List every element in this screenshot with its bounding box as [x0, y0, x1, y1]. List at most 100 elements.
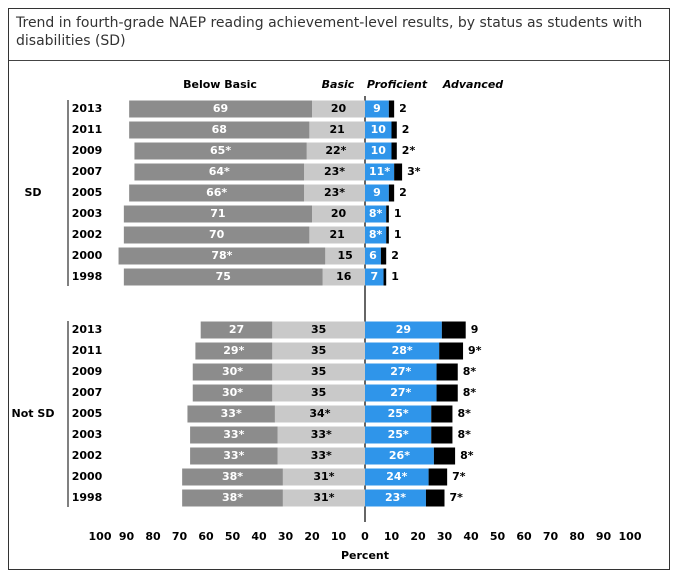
- bar-below-basic: [123, 205, 312, 223]
- value-label: 78*: [211, 249, 232, 262]
- bar-advanced: [428, 468, 448, 486]
- year-label: 1998: [72, 491, 103, 504]
- value-label: 21: [330, 123, 345, 136]
- bar-basic: [304, 163, 365, 181]
- value-label: 9: [373, 102, 381, 115]
- x-tick-label: 90: [119, 530, 135, 543]
- bar-below-basic: [134, 142, 307, 160]
- series-header: Basic: [322, 78, 355, 91]
- value-label: 15: [337, 249, 352, 262]
- value-label: 9: [373, 186, 381, 199]
- value-label: 33*: [311, 449, 332, 462]
- value-label: 7*: [450, 491, 464, 504]
- x-tick-label: 10: [384, 530, 400, 543]
- year-label: 2000: [72, 470, 103, 483]
- bar-advanced: [436, 363, 458, 381]
- value-label: 29: [396, 323, 411, 336]
- bar-basic: [309, 121, 365, 139]
- value-label: 8*: [457, 428, 471, 441]
- x-tick-label: 80: [145, 530, 161, 543]
- value-label: 29*: [223, 344, 244, 357]
- x-tick-label: 10: [331, 530, 347, 543]
- value-label: 38*: [222, 470, 243, 483]
- value-label: 7*: [452, 470, 466, 483]
- chart-title: Trend in fourth-grade NAEP reading achie…: [16, 15, 643, 49]
- year-label: 2005: [72, 407, 103, 420]
- year-label: 2013: [72, 323, 103, 336]
- bar-below-basic: [190, 426, 278, 444]
- value-label: 2: [399, 102, 407, 115]
- bar-proficient: [365, 489, 426, 507]
- value-label: 11*: [369, 165, 390, 178]
- group-label: Not SD: [12, 407, 55, 420]
- bar-below-basic: [192, 384, 273, 402]
- value-label: 70: [209, 228, 225, 241]
- bar-proficient: [365, 342, 440, 360]
- bar-proficient: [365, 268, 384, 286]
- bar-advanced: [388, 184, 395, 202]
- value-label: 31*: [313, 491, 334, 504]
- value-label: 27*: [390, 386, 411, 399]
- x-tick-label: 0: [361, 530, 369, 543]
- bar-below-basic: [195, 342, 273, 360]
- bar-below-basic: [129, 100, 312, 118]
- value-label: 2: [402, 123, 410, 136]
- bar-basic: [312, 205, 365, 223]
- x-tick-label: 30: [437, 530, 453, 543]
- bar-basic: [304, 184, 365, 202]
- value-label: 2: [399, 186, 407, 199]
- value-label: 9: [471, 323, 479, 336]
- bar-below-basic: [182, 468, 283, 486]
- bar-advanced: [383, 268, 387, 286]
- value-label: 64*: [209, 165, 230, 178]
- bar-advanced: [433, 447, 456, 465]
- value-label: 66*: [206, 186, 227, 199]
- bar-advanced: [431, 426, 453, 444]
- bar-proficient: [365, 184, 389, 202]
- year-label: 2003: [72, 207, 103, 220]
- title-rule: [9, 60, 669, 61]
- bar-below-basic: [129, 184, 305, 202]
- bar-proficient: [365, 142, 392, 160]
- value-label: 6: [369, 249, 377, 262]
- value-label: 34*: [309, 407, 330, 420]
- bar-basic: [274, 405, 365, 423]
- bar-proficient: [365, 405, 432, 423]
- value-label: 25*: [388, 407, 409, 420]
- value-label: 68: [212, 123, 227, 136]
- bar-advanced: [386, 226, 389, 244]
- year-label: 2007: [72, 165, 103, 178]
- value-label: 30*: [222, 365, 243, 378]
- x-tick-label: 100: [89, 530, 112, 543]
- value-label: 20: [331, 207, 347, 220]
- bar-below-basic: [192, 363, 273, 381]
- series-header: Advanced: [442, 78, 503, 91]
- x-tick-label: 30: [278, 530, 294, 543]
- value-label: 24*: [386, 470, 407, 483]
- bar-below-basic: [123, 226, 310, 244]
- year-label: 2002: [72, 449, 103, 462]
- group-label: SD: [24, 186, 41, 199]
- bar-proficient: [365, 468, 429, 486]
- bar-below-basic: [129, 121, 310, 139]
- value-label: 31*: [313, 470, 334, 483]
- value-label: 75: [216, 270, 231, 283]
- value-label: 38*: [222, 491, 243, 504]
- value-label: 33*: [223, 449, 244, 462]
- bar-proficient: [365, 100, 389, 118]
- value-label: 8*: [369, 207, 383, 220]
- value-label: 30*: [222, 386, 243, 399]
- bar-below-basic: [182, 489, 283, 507]
- value-label: 8*: [369, 228, 383, 241]
- bar-basic: [272, 321, 365, 339]
- x-tick-label: 40: [251, 530, 267, 543]
- value-label: 27*: [390, 365, 411, 378]
- x-tick-label: 40: [463, 530, 479, 543]
- series-header: Proficient: [367, 78, 428, 91]
- value-label: 2*: [402, 144, 416, 157]
- year-label: 2011: [72, 123, 103, 136]
- year-label: 1998: [72, 270, 103, 283]
- bar-advanced: [391, 142, 397, 160]
